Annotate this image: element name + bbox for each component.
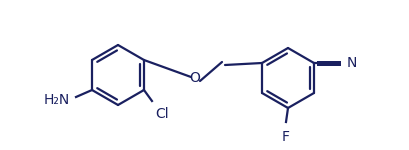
Text: Cl: Cl bbox=[155, 107, 168, 121]
Text: N: N bbox=[346, 56, 357, 70]
Text: F: F bbox=[281, 130, 289, 144]
Text: H₂N: H₂N bbox=[44, 93, 70, 107]
Text: O: O bbox=[189, 71, 200, 85]
